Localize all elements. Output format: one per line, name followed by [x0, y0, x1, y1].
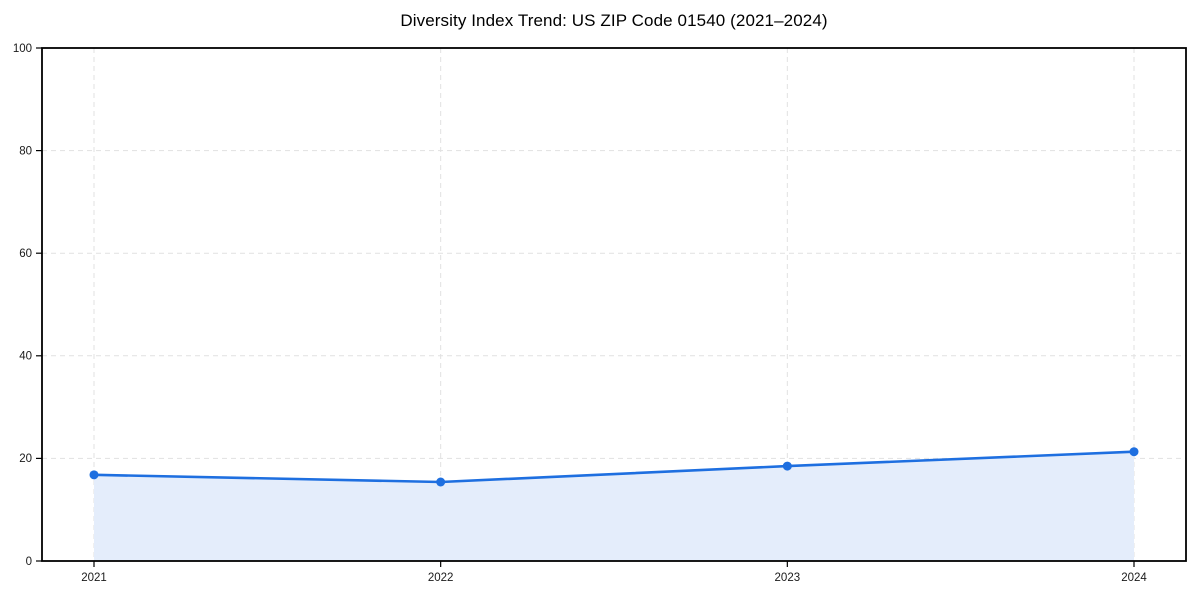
- x-tick-label: 2023: [775, 572, 801, 584]
- data-point: [782, 461, 792, 471]
- data-point: [89, 470, 99, 480]
- data-point: [436, 477, 446, 487]
- x-tick-label: 2022: [428, 572, 454, 584]
- x-tick-label: 2024: [1121, 572, 1147, 584]
- area-fill: [94, 451, 1134, 561]
- y-tick-label: 40: [19, 351, 32, 363]
- y-tick-label: 80: [19, 145, 32, 157]
- y-tick-label: 100: [13, 43, 32, 55]
- x-tick-label: 2021: [81, 572, 107, 584]
- trend-line: [92, 450, 1136, 484]
- chart-title: Diversity Index Trend: US ZIP Code 01540…: [400, 11, 828, 30]
- y-tick-label: 60: [19, 248, 32, 260]
- y-tick-label: 0: [26, 556, 32, 568]
- data-point: [1129, 447, 1139, 457]
- axes-frame: [41, 47, 1187, 562]
- y-tick-label: 20: [19, 453, 32, 465]
